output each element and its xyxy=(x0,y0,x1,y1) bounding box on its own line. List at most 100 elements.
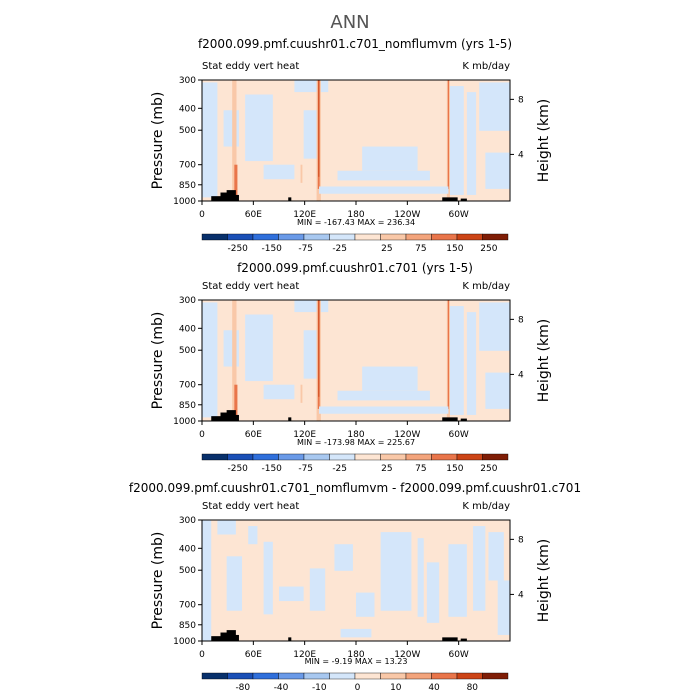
topography xyxy=(226,630,236,641)
colorbar-segment xyxy=(329,453,356,461)
y2-axis-label: Height (km) xyxy=(536,319,552,402)
lon-tick-label: 120E xyxy=(293,210,316,220)
panel-left-label: Stat eddy vert heat xyxy=(202,501,299,512)
warm-column xyxy=(300,384,303,403)
blue-region xyxy=(223,110,239,147)
topography xyxy=(211,416,227,421)
colorbar-label: 0 xyxy=(355,683,361,693)
pressure-tick-label: 700 xyxy=(179,601,196,611)
lon-tick-label: 180 xyxy=(347,650,364,660)
blue-region xyxy=(479,302,510,351)
colorbar-label: 250 xyxy=(480,244,497,254)
hot-column xyxy=(447,300,450,409)
panel-title: f2000.099.pmf.cuushr01.c701_nomflumvm (y… xyxy=(198,37,512,51)
blue-region xyxy=(485,152,510,189)
colorbar-label: -150 xyxy=(261,464,282,474)
topography xyxy=(288,417,292,421)
pressure-tick-label: 400 xyxy=(179,544,196,554)
pressure-tick-label: 500 xyxy=(179,126,196,136)
blue-region xyxy=(309,568,326,611)
panel-right-label: K mb/day xyxy=(462,281,510,292)
colorbar-segment xyxy=(431,453,458,461)
panel-right-label: K mb/day xyxy=(462,501,510,512)
colorbar-label: 150 xyxy=(446,464,463,474)
blue-region xyxy=(448,86,464,195)
colorbar-segment xyxy=(252,233,279,241)
blue-region xyxy=(263,541,273,615)
colorbar-label: 25 xyxy=(381,244,392,254)
lon-tick-label: 120W xyxy=(394,650,420,660)
colorbar-segment xyxy=(482,453,509,461)
blue-region xyxy=(340,628,372,638)
blue-region xyxy=(479,82,510,131)
blue-region xyxy=(426,562,440,623)
pressure-tick-label: 300 xyxy=(179,516,196,526)
colorbar-segment xyxy=(201,453,228,461)
colorbar-segment xyxy=(405,233,432,241)
colorbar-segment xyxy=(456,233,483,241)
blue-region xyxy=(362,366,418,391)
topography xyxy=(220,632,233,641)
colorbar-segment xyxy=(456,453,483,461)
colorbar-segment xyxy=(201,672,228,680)
lon-tick-label: 0 xyxy=(199,210,205,220)
page-title: ANN xyxy=(330,12,369,33)
colorbar-segment xyxy=(278,672,305,680)
colorbar-label: -25 xyxy=(332,464,347,474)
colorbar-label: 10 xyxy=(390,683,402,693)
colorbar-segment xyxy=(329,672,356,680)
colorbar-segment xyxy=(482,233,509,241)
lon-tick-label: 60W xyxy=(448,430,468,440)
pressure-tick-label: 850 xyxy=(179,181,196,191)
pressure-tick-label: 400 xyxy=(179,324,196,334)
height-tick-label: 8 xyxy=(518,95,524,105)
colorbar-segment xyxy=(380,453,407,461)
colorbar-label: 40 xyxy=(428,683,440,693)
colorbar-segment xyxy=(252,453,279,461)
warm-column xyxy=(300,164,303,183)
blue-region xyxy=(485,372,510,409)
colorbar-label: -250 xyxy=(227,244,248,254)
min-max-label: MIN = -173.98 MAX = 225.67 xyxy=(297,438,415,447)
hot-column xyxy=(318,300,320,397)
panel-1: f2000.099.pmf.cuushr01.c701_nomflumvm (y… xyxy=(150,37,552,254)
pressure-tick-label: 1000 xyxy=(173,637,196,647)
topography xyxy=(442,197,458,201)
topography xyxy=(232,194,239,201)
pressure-tick-label: 700 xyxy=(179,161,196,171)
colorbar-label: 80 xyxy=(467,683,479,693)
colorbar-segment xyxy=(227,453,254,461)
lon-tick-label: 120W xyxy=(394,430,420,440)
colorbar-label: -75 xyxy=(298,464,313,474)
topography xyxy=(220,412,233,421)
colorbar-label: -75 xyxy=(298,244,313,254)
warm-column xyxy=(232,300,237,421)
warm-column xyxy=(232,80,237,201)
pressure-tick-label: 300 xyxy=(179,76,196,86)
colorbar-segment xyxy=(431,233,458,241)
blue-region xyxy=(380,532,412,611)
colorbar-segment xyxy=(456,672,483,680)
topography xyxy=(232,634,239,641)
colorbar-segment xyxy=(405,672,432,680)
lon-tick-label: 120E xyxy=(293,650,316,660)
blue-region xyxy=(303,110,320,159)
blue-region xyxy=(245,314,273,382)
panel-2: f2000.099.pmf.cuushr01.c701 (yrs 1-5) Sta… xyxy=(150,261,552,474)
colorbar-segment xyxy=(278,453,305,461)
blue-region xyxy=(303,330,320,379)
panel-title: f2000.099.pmf.cuushr01.c701 (yrs 1-5) xyxy=(237,261,473,275)
panel-right-label: K mb/day xyxy=(462,61,510,72)
blue-region xyxy=(448,306,464,415)
colorbar-segment xyxy=(303,233,330,241)
colorbar-label: 75 xyxy=(415,244,426,254)
colorbar-label: 25 xyxy=(381,464,392,474)
colorbar-segment xyxy=(303,453,330,461)
topography xyxy=(226,410,236,421)
blue-region xyxy=(337,390,430,401)
blue-region xyxy=(417,538,424,617)
blue-region xyxy=(294,80,329,93)
lon-tick-label: 60W xyxy=(448,650,468,660)
lon-tick-label: 120E xyxy=(293,430,316,440)
